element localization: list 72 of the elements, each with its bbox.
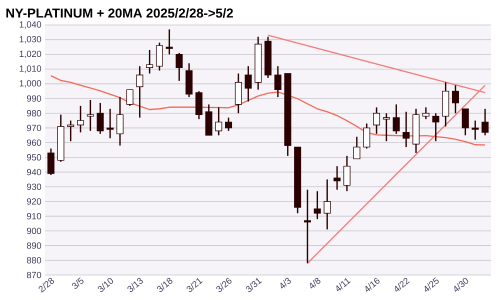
candlestick (472, 120, 479, 140)
chart-title: NY-PLATINUM + 20MA 2025/2/28->5/2 (6, 8, 233, 18)
candlestick (186, 62, 193, 98)
x-tick-label: 4/11 (336, 278, 351, 292)
x-tick-label: 2/28 (38, 278, 54, 293)
candlestick (77, 105, 84, 134)
y-tick-label: 870 (26, 272, 42, 278)
x-tick-label: 3/5 (72, 277, 84, 289)
y-tick-label: 890 (26, 242, 42, 249)
candlestick (86, 99, 94, 132)
candlestick (96, 102, 104, 135)
y-tick-label: 1,040 (20, 21, 42, 29)
x-tick-label: 4/3 (280, 278, 291, 288)
candlestick (116, 96, 124, 146)
candlestick (215, 106, 222, 136)
x-tick-label: 3/13 (127, 278, 143, 292)
y-tick-label: 900 (26, 228, 42, 234)
x-tick-label: 3/18 (157, 278, 172, 292)
candlestick (146, 49, 154, 74)
y-tick-label: 880 (26, 257, 42, 264)
candlestick (462, 108, 469, 136)
y-tick-label: 1,000 (20, 80, 42, 88)
y-tick-label: 990 (26, 95, 42, 102)
candlestick (205, 104, 212, 136)
candlestick (126, 89, 134, 107)
candlestick (136, 65, 144, 118)
candlestick (452, 84, 459, 114)
x-tick-label: 3/26 (216, 278, 232, 292)
candlestick (195, 90, 202, 120)
candlestick (422, 106, 430, 120)
y-tick-label: 920 (26, 198, 42, 205)
candlestick (392, 104, 400, 135)
candlestick (47, 148, 54, 176)
y-tick-label: 980 (26, 110, 42, 116)
candlestick (432, 112, 440, 142)
y-tick-label: 940 (26, 168, 42, 176)
y-tick-label: 950 (26, 154, 42, 161)
x-tick-label: 3/31 (246, 278, 262, 292)
x-tick-label: 4/30 (454, 278, 468, 292)
y-tick-label: 910 (26, 212, 42, 220)
candlestick (402, 111, 410, 148)
x-tick-label: 4/8 (310, 278, 320, 288)
candlestick (382, 112, 390, 142)
y-tick-label: 970 (26, 124, 42, 132)
candlestick (156, 42, 163, 72)
candlestick (176, 52, 183, 82)
y-tick-label: 1,010 (20, 65, 42, 73)
y-tick-label: 930 (26, 184, 42, 190)
x-tick-label: 4/22 (395, 278, 410, 292)
candlestick (373, 106, 380, 135)
candlestick (234, 72, 242, 114)
candlestick (482, 108, 489, 136)
candlestick (324, 178, 331, 230)
y-tick-label: 960 (26, 139, 42, 146)
candlestick (304, 189, 311, 264)
x-tick-label: 3/10 (98, 278, 114, 292)
x-tick-label: 4/16 (366, 278, 380, 292)
x-tick-label: 4/25 (424, 277, 439, 292)
candlestick (343, 155, 350, 192)
candlestick (106, 108, 114, 139)
candlestick (225, 116, 232, 132)
candlestick (314, 190, 321, 220)
candlestick (274, 65, 282, 98)
y-tick-label: 1,020 (20, 50, 42, 58)
candlestick (244, 65, 252, 102)
y-tick-label: 1,030 (20, 36, 42, 44)
candlestick (363, 122, 370, 150)
candlestick (334, 165, 341, 190)
x-tick-label: 3/21 (186, 278, 203, 292)
candlestick (67, 120, 74, 142)
candlestick (353, 136, 360, 160)
candlestick (166, 28, 173, 56)
